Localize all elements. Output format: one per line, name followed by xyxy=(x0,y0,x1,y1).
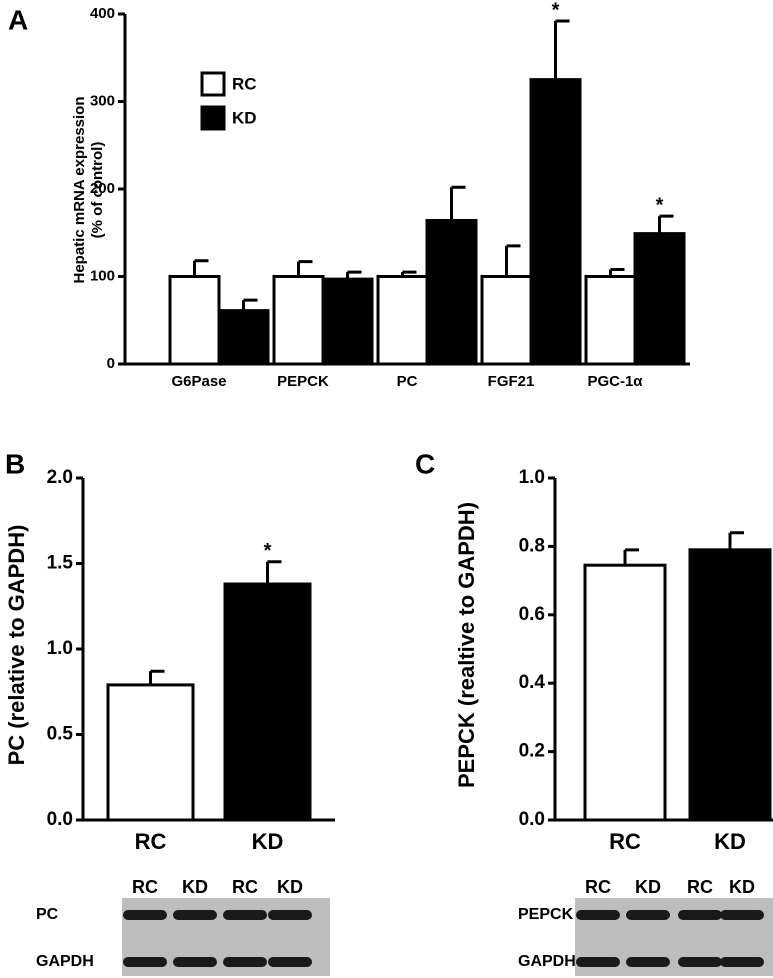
error-bar xyxy=(609,268,625,277)
blot-band xyxy=(268,957,312,967)
x-tick-label: RC xyxy=(135,829,167,854)
y-axis-label: (% of control) xyxy=(89,142,106,239)
blot-band xyxy=(626,910,670,920)
significance: * xyxy=(656,194,664,216)
significance: * xyxy=(264,540,272,562)
y-axis-label: PC (relative to GAPDH) xyxy=(4,525,29,766)
blot-row-label: GAPDH xyxy=(518,953,576,970)
bar xyxy=(321,277,374,366)
y-tick-label: 0.2 xyxy=(519,741,545,762)
error-bar xyxy=(266,560,282,585)
x-tick-label: KD xyxy=(714,829,746,854)
blot-band xyxy=(678,957,722,967)
legend-swatch xyxy=(200,71,226,97)
y-tick-label: 0 xyxy=(107,355,115,372)
x-tick-label: RC xyxy=(609,829,641,854)
y-tick-label: 400 xyxy=(90,5,115,22)
blot-band xyxy=(123,957,167,967)
lane-label: RC xyxy=(585,877,611,897)
panel-letter: A xyxy=(8,4,28,35)
panel-letter: C xyxy=(415,448,435,479)
error-bar xyxy=(149,669,165,685)
error-bar xyxy=(554,19,570,80)
bar xyxy=(223,582,312,822)
y-tick-label: 1.0 xyxy=(519,467,545,488)
y-tick-label: 100 xyxy=(90,267,115,284)
blot-band xyxy=(626,957,670,967)
error-bar xyxy=(450,185,466,221)
error-bar xyxy=(297,260,313,277)
y-tick-label: 200 xyxy=(90,180,115,197)
error-bar xyxy=(193,259,209,277)
error-bar xyxy=(623,548,639,566)
blot-band xyxy=(123,910,167,920)
blot-band xyxy=(576,910,620,920)
lane-label: KD xyxy=(729,877,755,897)
lane-label: RC xyxy=(687,877,713,897)
panel-letter: B xyxy=(5,448,25,479)
lane-label: KD xyxy=(635,877,661,897)
y-tick-label: 2.0 xyxy=(47,467,73,488)
blot-band xyxy=(576,957,620,967)
bar xyxy=(425,219,478,366)
legend-swatch xyxy=(200,105,226,131)
error-bar xyxy=(346,270,362,280)
x-tick-label: G6Pase xyxy=(171,373,226,390)
bar xyxy=(272,275,325,366)
blot-row-label: PC xyxy=(36,906,59,923)
bar xyxy=(106,683,195,822)
error-bar xyxy=(658,214,674,234)
x-tick-label: KD xyxy=(252,829,284,854)
legend-label: KD xyxy=(232,108,257,127)
lane-label: KD xyxy=(182,877,208,897)
blot-row-label: PEPCK xyxy=(518,906,574,923)
blot-band xyxy=(223,957,267,967)
blot-band xyxy=(678,910,722,920)
legend-label: RC xyxy=(232,74,257,93)
y-axis-label: PEPCK (realtive to GAPDH) xyxy=(454,502,479,788)
y-tick-label: 0.8 xyxy=(519,535,545,556)
lane-label: KD xyxy=(277,877,303,897)
error-bar xyxy=(505,244,521,277)
y-tick-label: 0.0 xyxy=(47,809,73,830)
bar xyxy=(688,548,772,822)
y-tick-label: 1.0 xyxy=(47,638,73,659)
x-tick-label: FGF21 xyxy=(488,373,535,390)
y-tick-label: 0.6 xyxy=(519,604,545,625)
bar xyxy=(480,275,533,366)
lane-label: RC xyxy=(132,877,158,897)
blot-band xyxy=(223,910,267,920)
error-bar xyxy=(401,270,417,277)
blot-band xyxy=(720,957,764,967)
x-tick-label: PGC-1α xyxy=(587,373,643,390)
bar xyxy=(529,78,582,366)
y-axis-label: Hepatic mRNA expression xyxy=(71,96,88,283)
bar xyxy=(633,232,686,366)
y-tick-label: 300 xyxy=(90,92,115,109)
blot-row-label: GAPDH xyxy=(36,953,94,970)
blot-band xyxy=(268,910,312,920)
bar xyxy=(168,275,221,366)
bar xyxy=(584,275,637,366)
blot-band xyxy=(720,910,764,920)
y-tick-label: 1.5 xyxy=(47,553,74,574)
y-tick-label: 0.5 xyxy=(47,724,74,745)
blot-band xyxy=(173,910,217,920)
error-bar xyxy=(242,298,258,311)
bar xyxy=(376,275,429,366)
y-tick-label: 0.0 xyxy=(519,809,545,830)
y-tick-label: 0.4 xyxy=(519,672,546,693)
x-tick-label: PC xyxy=(397,373,418,390)
error-bar xyxy=(728,531,744,550)
bar xyxy=(583,563,667,822)
bar xyxy=(217,309,270,366)
blot-band xyxy=(173,957,217,967)
lane-label: RC xyxy=(232,877,258,897)
significance: * xyxy=(552,0,560,21)
x-tick-label: PEPCK xyxy=(277,373,329,390)
